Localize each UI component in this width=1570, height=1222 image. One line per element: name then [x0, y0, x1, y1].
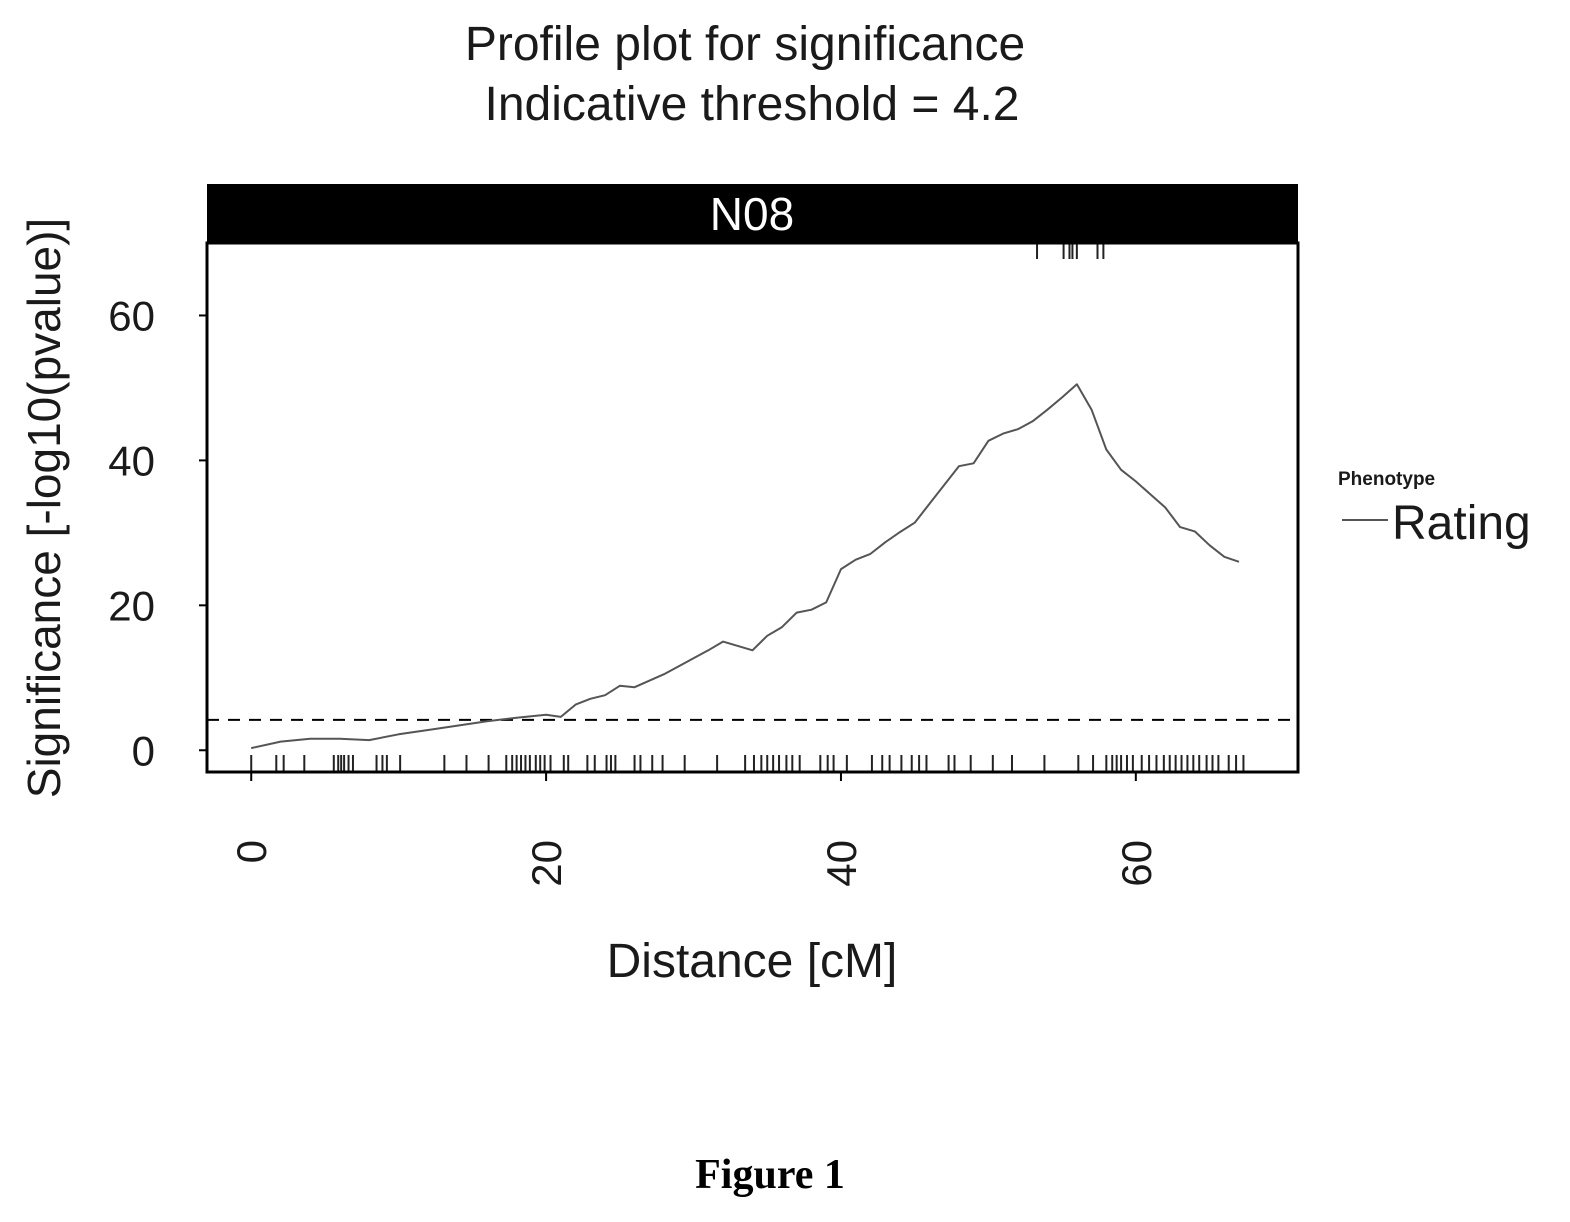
y-tick-label: 0 — [132, 727, 155, 774]
y-tick-label: 20 — [108, 582, 155, 629]
x-axis-label: Distance [cM] — [607, 935, 898, 988]
x-axis: 0 20 40 60 — [228, 772, 1160, 887]
y-axis: 0 20 40 60 — [108, 292, 207, 774]
x-tick-label: 40 — [818, 840, 865, 887]
panel-strip-label: N08 — [710, 188, 794, 240]
series-line-rating — [250, 383, 1240, 750]
legend-label-rating: Rating — [1392, 497, 1531, 550]
x-tick-label: 60 — [1113, 840, 1160, 887]
panel-strip — [207, 184, 1298, 243]
legend-title: Phenotype — [1338, 469, 1435, 490]
y-tick-label: 60 — [108, 292, 155, 339]
x-tick-label: 0 — [228, 840, 275, 863]
figure-caption: Figure 1 — [695, 1152, 845, 1198]
plot-layer — [207, 243, 1298, 772]
chart-title-line2: Indicative threshold = 4.2 — [484, 78, 1019, 131]
y-tick-label: 40 — [108, 437, 155, 484]
plot-frame — [205, 241, 1300, 774]
x-tick-label: 20 — [523, 840, 570, 887]
chart-title-line1: Profile plot for significance — [465, 18, 1025, 71]
y-axis-label: Significance [-log10(pvalue)] — [18, 218, 70, 798]
